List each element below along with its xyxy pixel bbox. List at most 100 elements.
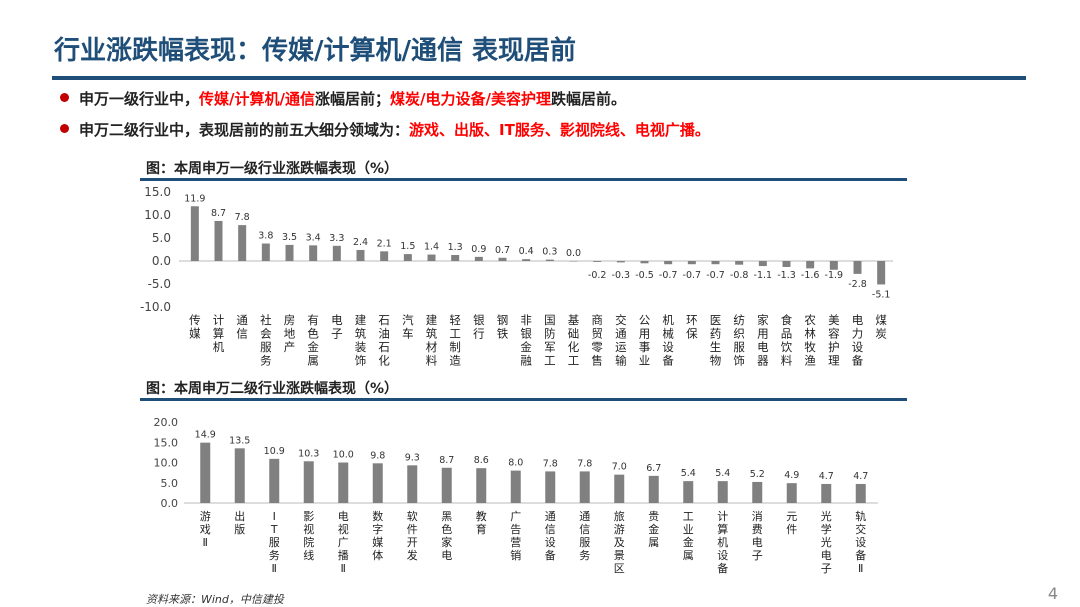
bar [510,470,521,503]
bullet-1-highlight-2: 煤炭/电力设备/美容护理 [390,90,551,108]
category-label: 备 [662,354,674,368]
bar [877,261,886,285]
bullet-1-suffix: 跌幅居前。 [550,90,626,108]
category-label: 家 [441,535,452,549]
category-label: 工 [449,327,461,341]
category-label: 品 [781,327,793,341]
category-label: 机 [717,535,728,549]
category-label: 属 [648,536,659,549]
category-label: 筑 [355,327,367,341]
category-label: 理 [828,354,840,368]
category-label: 销 [510,548,521,562]
category-label: 子 [821,562,832,575]
category-label: 化 [568,340,580,354]
category-label: Ⅱ [341,562,346,575]
category-label: 视 [303,522,314,536]
category-label: 广 [338,536,349,549]
category-label: 器 [757,354,769,368]
data-label: 11.9 [184,193,205,204]
data-label: 2.4 [353,237,368,248]
category-label: 旅 [614,509,625,523]
category-label: 业 [639,354,651,368]
category-label: 饰 [355,354,367,368]
bullet-1: 申万一级行业中，传媒/计算机/通信涨幅居前；煤炭/电力设备/美容护理跌幅居前。 [60,88,626,109]
data-label: -1.9 [825,270,844,281]
category-label: 织 [733,327,745,341]
bullet-2: 申万二级行业中，表现居前的前五大细分领域为：游戏、出版、IT服务、影视院线、电视… [60,119,710,140]
category-label: 设 [662,340,674,354]
category-label: 数 [372,510,383,523]
category-label: 备 [717,561,728,575]
bar [522,259,531,261]
bar [579,471,590,503]
category-label: 物 [710,354,722,368]
category-label: 软 [407,509,418,523]
data-label: 3.8 [258,231,273,242]
category-label: 备 [545,548,556,562]
category-label: 机 [662,313,674,327]
category-label: 机 [213,340,225,354]
category-label: 国 [544,313,556,327]
category-label: 美 [828,313,840,327]
category-label: 林 [804,327,816,341]
bar [640,261,649,264]
data-label: 5.2 [750,469,765,480]
category-label: 发 [407,548,418,562]
bar [190,206,199,261]
data-label: 9.8 [370,450,385,461]
figure-1-divider [140,178,907,181]
category-label: 渔 [804,354,816,368]
y-tick-label: 10.0 [154,457,179,470]
data-label: 4.7 [853,471,868,482]
data-label: 10.9 [264,446,285,457]
category-label: 备 [852,354,864,368]
bullet-dot-icon [60,124,69,133]
category-label: 食 [781,313,793,327]
category-label: 属 [683,549,694,562]
category-label: 铁 [497,327,509,341]
category-label: 油 [378,327,390,341]
category-label: 计 [213,313,225,327]
bar [380,251,389,261]
page-title: 行业涨跌幅表现：传媒/计算机/通信 表现居前 [54,36,577,66]
category-label: 防 [544,327,556,341]
data-label: 0.7 [495,245,510,256]
category-label: 社 [260,313,272,327]
category-label: 家 [757,313,769,327]
category-label: 电 [821,549,832,562]
category-label: 电 [441,549,452,562]
bar [735,261,744,265]
data-label: -1.6 [801,270,820,281]
page-number: 4 [1047,584,1058,603]
category-label: 钢 [497,313,509,327]
y-tick-label: -5.0 [148,277,171,291]
industry-l1-bar-chart: 15.010.05.00.0-5.0-10.011.9传媒8.7计算机7.8通信… [140,185,893,368]
category-label: 播 [338,548,349,562]
category-label: 生 [710,340,722,354]
category-label: 电 [757,340,769,354]
category-label: 筑 [426,327,438,341]
bar [474,256,483,261]
category-label: 算 [213,327,225,341]
category-label: 建 [355,313,367,327]
data-label: 1.3 [448,242,463,253]
data-label: 0.4 [519,246,534,257]
category-label: 石 [378,313,390,327]
bar [214,220,223,261]
bar [711,261,720,265]
category-label: 广 [510,510,521,523]
category-label: 车 [402,327,414,341]
category-label: 药 [710,327,722,341]
category-label: 用 [639,327,651,341]
data-label: -0.7 [706,270,725,281]
data-label: 3.4 [306,232,321,243]
y-tick-label: 10.0 [144,208,171,222]
category-label: 育 [476,522,487,536]
category-label: 游 [614,523,625,536]
category-label: 媒 [372,536,383,549]
category-label: 力 [852,327,864,341]
data-label: 10.3 [298,448,319,459]
data-label: -0.5 [635,270,654,281]
data-label: -0.7 [659,270,678,281]
category-label: 电 [338,510,349,523]
